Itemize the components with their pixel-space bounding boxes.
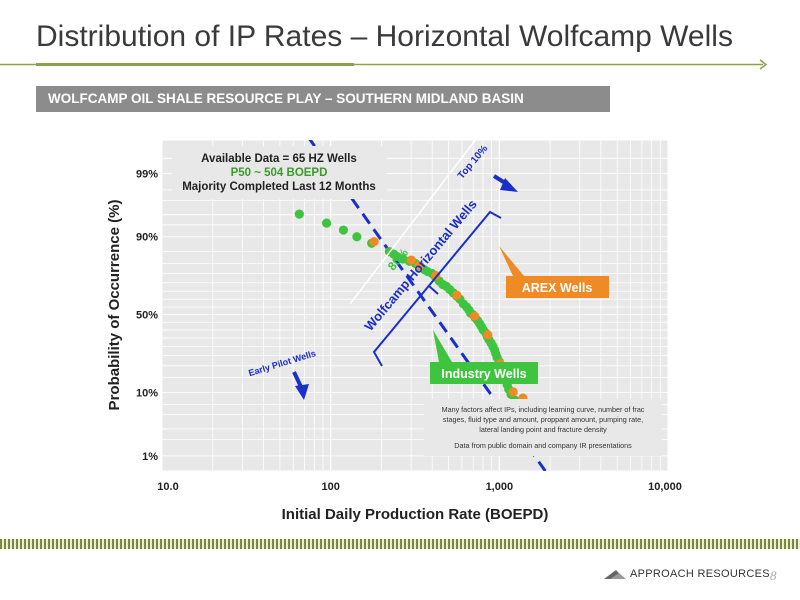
info-line-3: Majority Completed Last 12 Months <box>182 181 376 193</box>
logo-text: APPROACH RESOURCES <box>630 568 770 580</box>
industry-point <box>294 209 304 219</box>
early-pilot-arrowhead-icon <box>295 384 309 400</box>
x-ticks: 10.0 100 1,000 10,000 <box>157 481 682 493</box>
industry-point <box>322 218 332 228</box>
page-number: 8 <box>770 568 777 583</box>
note-box <box>424 399 662 456</box>
footer-stripe <box>0 539 800 549</box>
note-line-4: Data from public domain and company IR p… <box>454 441 632 450</box>
info-line-2: P50 ~ 504 BOEPD <box>231 167 328 179</box>
y-axis-label: Probability of Occurrence (%) <box>106 200 123 411</box>
x-tick-label: 10,000 <box>648 481 682 493</box>
probability-chart: 1% 10% 50% 90% 99% 10.0 100 1,000 10,000 Probab… <box>106 133 682 523</box>
arex-callout-label: AREX Wells <box>522 281 593 295</box>
plot-border <box>161 139 669 472</box>
arex-callout <box>506 276 609 298</box>
y-tick-label: 50% <box>136 310 158 322</box>
logo-mountain-icon <box>604 570 626 579</box>
x-tick-label: 1,000 <box>486 481 514 493</box>
y-tick-label: 90% <box>136 232 158 244</box>
arex-point <box>452 290 462 300</box>
y-tick-label: 1% <box>142 451 158 463</box>
y-tick-label: 10% <box>136 388 158 400</box>
note-line-1: Many factors affect IPs, including learn… <box>442 405 645 414</box>
arex-point <box>508 387 518 397</box>
arex-point <box>414 261 424 271</box>
y-tick-label: 99% <box>136 168 158 180</box>
industry-callout-pointer <box>433 330 452 362</box>
y-ticks: 1% 10% 50% 90% 99% <box>136 168 158 463</box>
arex-point <box>483 330 493 340</box>
note-line-3: lateral landing point and fracture densi… <box>479 425 607 434</box>
x-tick-label: 100 <box>321 481 339 493</box>
industry-point <box>352 232 362 242</box>
wolfcamp-bracket-tick <box>428 285 439 295</box>
title-underline <box>0 59 768 70</box>
arex-callout-pointer <box>499 246 524 276</box>
industry-callout <box>430 362 538 384</box>
top10-arrowhead-icon <box>500 178 518 192</box>
arex-point <box>406 255 416 265</box>
industry-callout-label: Industry Wells <box>441 367 526 381</box>
info-line-1: Available Data = 65 HZ Wells <box>201 153 357 165</box>
info-box <box>172 146 387 199</box>
arex-point <box>369 237 379 247</box>
x-axis-label: Initial Daily Production Rate (BOEPD) <box>282 506 549 523</box>
note-line-2: stages, fluid type and amount, proppant … <box>443 415 643 424</box>
industry-point <box>338 225 349 235</box>
subtitle-bar: WOLFCAMP OIL SHALE RESOURCE PLAY – SOUTH… <box>36 86 610 112</box>
page-title: Distribution of IP Rates – Horizontal Wo… <box>36 20 733 53</box>
company-logo: APPROACH RESOURCES <box>604 568 770 580</box>
subtitle: WOLFCAMP OIL SHALE RESOURCE PLAY – SOUTH… <box>48 91 524 106</box>
wolfcamp-bracket <box>372 210 502 367</box>
top10-line <box>349 133 481 305</box>
arex-point <box>469 311 480 321</box>
x-tick-label: 10.0 <box>157 481 178 493</box>
